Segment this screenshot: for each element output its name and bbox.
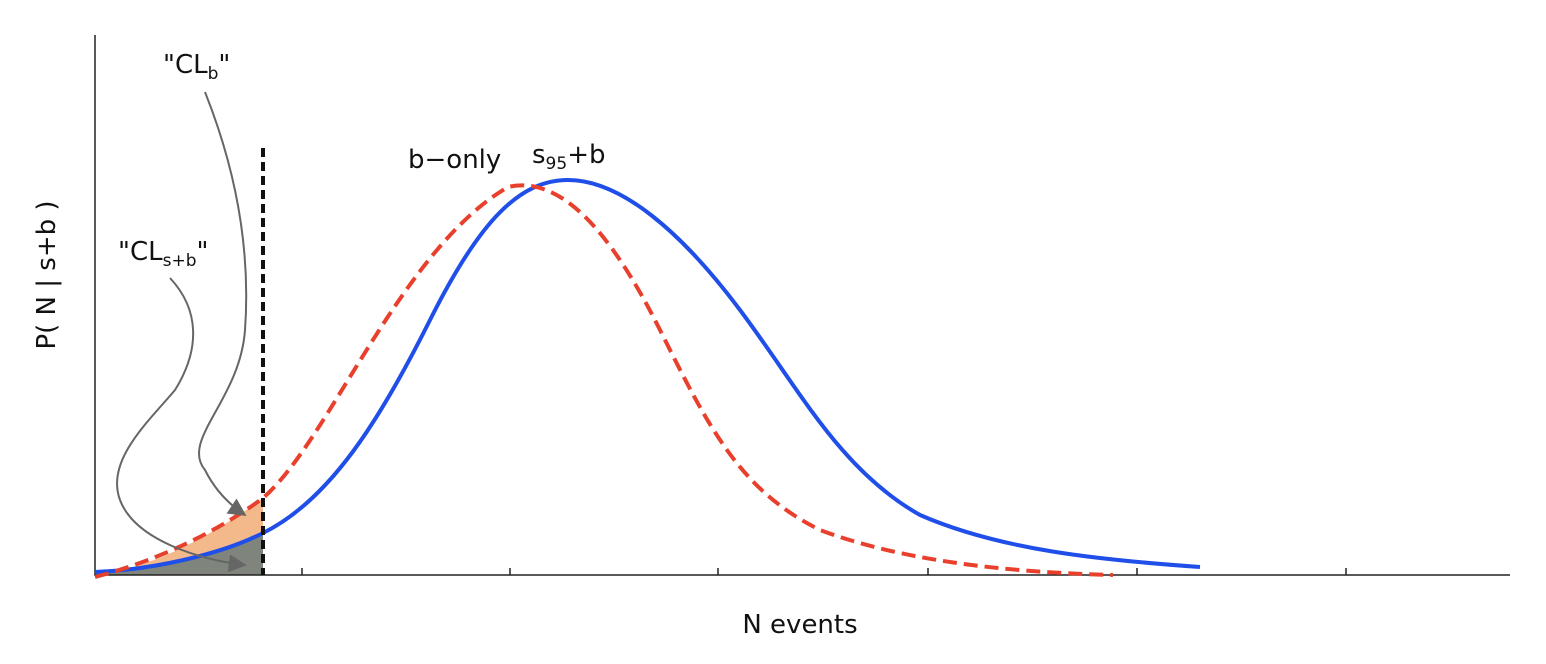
cl-b-arrow (198, 91, 248, 516)
text-part: "CL (163, 50, 208, 80)
b-only-curve (94, 183, 1114, 579)
text-part: +b (567, 140, 605, 170)
x-ticks (301, 568, 1347, 575)
text-part: 95 (546, 154, 568, 174)
cl-sb-label: "CLs+b" (118, 237, 208, 271)
cl-sb-area (95, 533, 263, 575)
text-part: s+b (163, 251, 197, 271)
s-plus-b-curve (94, 177, 1201, 574)
text-part: " (197, 237, 209, 267)
text-part: " (218, 50, 230, 80)
y-axis-label: P( N | s+b ) (32, 200, 62, 349)
s95-b-label: s95+b (532, 140, 605, 174)
text-part: b (208, 64, 219, 84)
b-only-label: b−only (408, 145, 501, 175)
text-part: "CL (118, 237, 163, 267)
cl-b-label: "CLb" (163, 50, 230, 84)
text-part: s (532, 140, 546, 170)
cl-sb-arrow (116, 277, 247, 573)
x-axis-label: N events (742, 610, 857, 640)
